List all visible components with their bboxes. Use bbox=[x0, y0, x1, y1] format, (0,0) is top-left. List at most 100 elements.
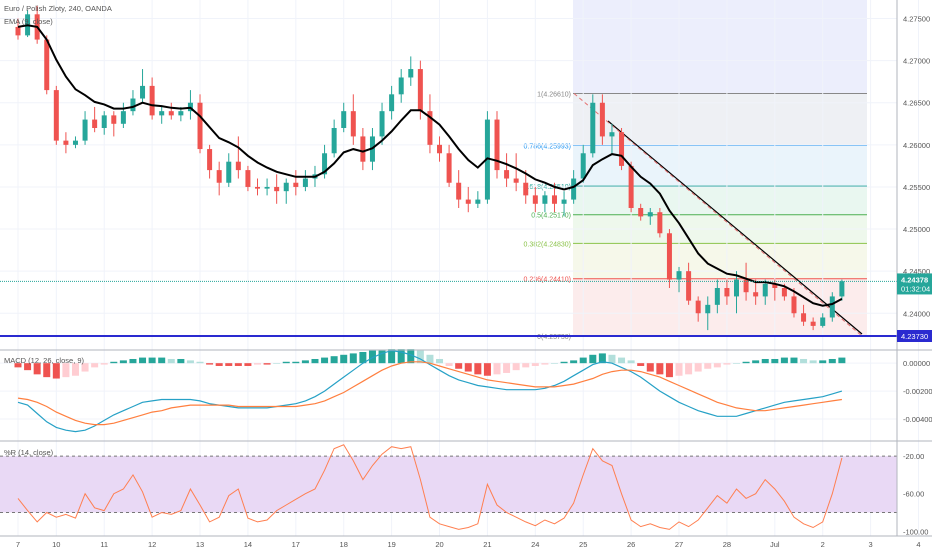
candle-body bbox=[686, 271, 692, 301]
last-price-label: 4.24378 bbox=[901, 275, 928, 284]
candle-body bbox=[235, 161, 241, 171]
price-tick-label: 4.24500 bbox=[903, 267, 930, 276]
candle-body bbox=[743, 279, 749, 293]
candle-body bbox=[762, 283, 768, 297]
macd-histogram-bar bbox=[694, 363, 702, 372]
fib-level-label: 0(4.23730) bbox=[537, 334, 571, 341]
williams-r-pane bbox=[0, 444, 897, 530]
price-axis[interactable]: 4.27500 4.27000 4.26500 4.26000 4.25500 4.250… bbox=[897, 15, 932, 537]
candle-body bbox=[839, 281, 845, 297]
fib-zone bbox=[573, 186, 867, 215]
time-tick-label: 13 bbox=[196, 540, 204, 549]
candle-body bbox=[178, 111, 184, 116]
macd-histogram-bar bbox=[598, 353, 606, 364]
candle-body bbox=[791, 296, 797, 314]
macd-histogram-bar bbox=[254, 363, 261, 365]
candle-body bbox=[456, 182, 462, 200]
macd-histogram-bar bbox=[522, 363, 530, 368]
macd-histogram-bar bbox=[512, 363, 520, 371]
macd-histogram-bar bbox=[723, 363, 731, 365]
williams-r-legend: %R (14, close) bbox=[4, 448, 54, 457]
candle-body bbox=[140, 85, 146, 99]
williams-r-tick-label: -20.00 bbox=[903, 452, 924, 461]
candle-body bbox=[398, 77, 404, 95]
macd-histogram-bar bbox=[225, 363, 233, 366]
macd-histogram-bar bbox=[378, 350, 386, 364]
macd-histogram-bar bbox=[349, 353, 357, 364]
candle-body bbox=[820, 317, 826, 326]
candle-body bbox=[829, 296, 835, 318]
time-tick-label: 14 bbox=[244, 540, 252, 549]
candle-body bbox=[226, 161, 232, 183]
candle-body bbox=[666, 233, 672, 280]
macd-histogram-bar bbox=[368, 350, 376, 364]
macd-histogram-bar bbox=[780, 357, 788, 364]
price-tick-label: 4.24000 bbox=[903, 309, 930, 318]
macd-histogram-bar bbox=[24, 363, 32, 371]
macd-histogram-bar bbox=[838, 357, 846, 364]
candle-body bbox=[168, 111, 174, 116]
candle-body bbox=[571, 178, 577, 200]
macd-histogram-bar bbox=[800, 358, 808, 364]
candle-body bbox=[561, 199, 567, 204]
time-tick-label: 24 bbox=[531, 540, 539, 549]
candlestick-series bbox=[15, 5, 845, 331]
macd-histogram-bar bbox=[119, 360, 127, 364]
macd-tick-label: 0.00000 bbox=[903, 359, 930, 368]
fib-extension-zone bbox=[573, 0, 867, 94]
time-tick-label: 21 bbox=[483, 540, 491, 549]
chart-title: Euro / Polish Zloty, 240, OANDA bbox=[4, 4, 112, 13]
macd-histogram-bar bbox=[340, 354, 348, 364]
macd-histogram-bar bbox=[771, 358, 779, 364]
fib-zone bbox=[573, 278, 867, 336]
candle-body bbox=[207, 149, 213, 171]
fibonacci-retracement[interactable]: 1(4.26610) 0.786(4.25993) 0.618(4.25510) 0.… bbox=[524, 0, 867, 341]
candle-body bbox=[350, 111, 356, 137]
fib-level-label: 0.382(4.24830) bbox=[524, 241, 571, 248]
candle-body bbox=[714, 288, 720, 305]
candle-body bbox=[245, 170, 251, 187]
macd-histogram-bar bbox=[464, 363, 472, 372]
candle-body bbox=[408, 69, 414, 78]
macd-histogram-bar bbox=[206, 363, 214, 365]
candle-body bbox=[379, 111, 385, 137]
macd-histogram-bar bbox=[263, 363, 271, 365]
candle-body bbox=[283, 182, 289, 192]
fib-zone bbox=[573, 243, 867, 279]
candle-body bbox=[781, 288, 787, 297]
macd-histogram-bar bbox=[493, 363, 501, 375]
macd-histogram-bar bbox=[397, 349, 405, 364]
candle-body bbox=[657, 212, 663, 234]
candle-body bbox=[15, 26, 21, 36]
macd-histogram-bar bbox=[14, 363, 22, 368]
candle-body bbox=[638, 208, 644, 217]
fib-level-label: 0.5(4.25170) bbox=[531, 213, 571, 220]
macd-histogram-bar bbox=[167, 358, 175, 364]
price-tick-label: 4.26500 bbox=[903, 99, 930, 108]
macd-histogram-bar bbox=[416, 350, 424, 364]
price-lines bbox=[0, 280, 897, 337]
candle-body bbox=[446, 153, 452, 183]
candle-body bbox=[417, 69, 423, 112]
candle-body bbox=[120, 111, 126, 124]
macd-histogram-bar bbox=[388, 349, 396, 364]
candle-body bbox=[810, 321, 816, 326]
candle-body bbox=[724, 288, 730, 297]
macd-histogram-bar bbox=[445, 363, 453, 366]
candle-body bbox=[619, 132, 625, 166]
candle-body bbox=[532, 195, 538, 204]
macd-histogram-bar bbox=[790, 357, 798, 364]
time-axis[interactable]: 7101112131417181920212425262728Jul2345 bbox=[16, 540, 932, 549]
macd-histogram-bar bbox=[589, 354, 597, 364]
time-tick-label: 19 bbox=[387, 540, 395, 549]
candle-body bbox=[360, 136, 366, 162]
main-grid bbox=[0, 0, 920, 536]
macd-histogram-bar bbox=[311, 358, 319, 364]
candle-body bbox=[293, 182, 299, 187]
macd-histogram-bar bbox=[273, 363, 281, 364]
williams-r-tick-label: -60.00 bbox=[903, 490, 924, 499]
trendline-drawings[interactable] bbox=[573, 93, 863, 337]
macd-histogram-bar bbox=[579, 357, 587, 364]
macd-histogram-bar bbox=[608, 354, 616, 364]
